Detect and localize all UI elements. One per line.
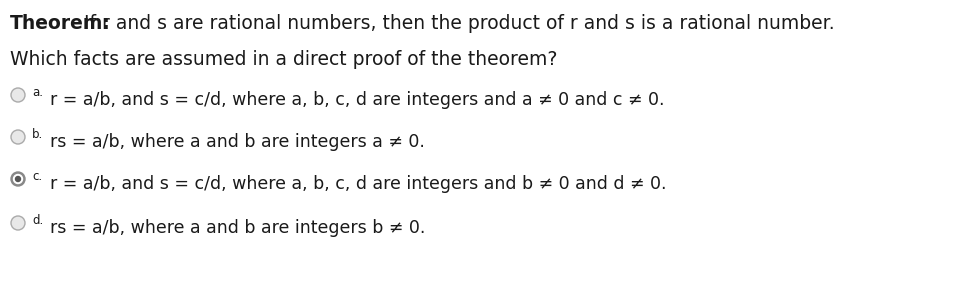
Circle shape: [11, 130, 25, 144]
Circle shape: [11, 216, 25, 230]
Text: c.: c.: [32, 170, 42, 183]
Text: a.: a.: [32, 86, 43, 99]
Text: rs = a/b, where a and b are integers a ≠ 0.: rs = a/b, where a and b are integers a ≠…: [50, 133, 424, 151]
Text: b.: b.: [32, 128, 43, 141]
Text: Theorem:: Theorem:: [10, 14, 110, 33]
Text: d.: d.: [32, 214, 43, 227]
Text: r = a/b, and s = c/d, where a, b, c, d are integers and b ≠ 0 and d ≠ 0.: r = a/b, and s = c/d, where a, b, c, d a…: [50, 175, 665, 193]
Circle shape: [11, 88, 25, 102]
Circle shape: [14, 175, 22, 184]
Text: If r and s are rational numbers, then the product of r and s is a rational numbe: If r and s are rational numbers, then th…: [78, 14, 833, 33]
Circle shape: [16, 176, 21, 182]
Circle shape: [11, 172, 25, 186]
Text: Which facts are assumed in a direct proof of the theorem?: Which facts are assumed in a direct proo…: [10, 50, 557, 69]
Text: r = a/b, and s = c/d, where a, b, c, d are integers and a ≠ 0 and c ≠ 0.: r = a/b, and s = c/d, where a, b, c, d a…: [50, 91, 663, 109]
Text: rs = a/b, where a and b are integers b ≠ 0.: rs = a/b, where a and b are integers b ≠…: [50, 219, 425, 237]
